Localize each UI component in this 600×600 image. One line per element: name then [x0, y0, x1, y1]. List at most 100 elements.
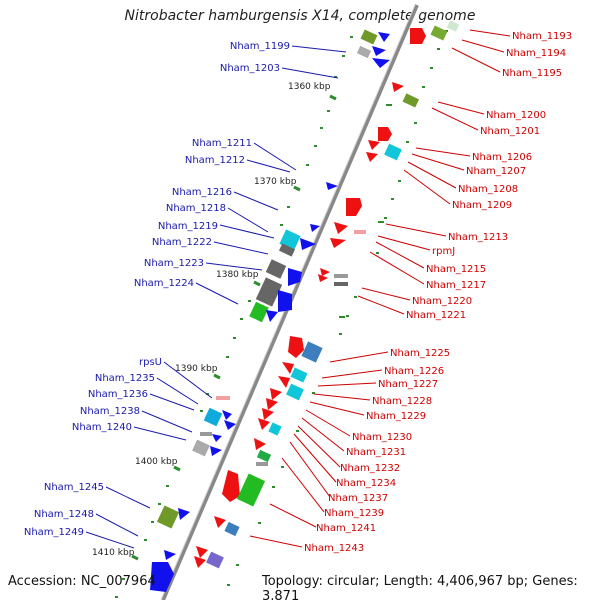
- gene-arrow[interactable]: [210, 446, 222, 456]
- gene-label[interactable]: Nham_1216: [172, 187, 232, 198]
- gene-arrow[interactable]: [378, 127, 392, 141]
- gene-block[interactable]: [334, 282, 348, 286]
- gene-arrow[interactable]: [222, 410, 232, 420]
- gene-label[interactable]: Nham_1218: [166, 203, 226, 214]
- gene-block[interactable]: [203, 407, 223, 427]
- gene-block[interactable]: [206, 551, 224, 569]
- gene-block[interactable]: [430, 25, 448, 41]
- gene-arrow[interactable]: [392, 82, 404, 92]
- gene-block[interactable]: [265, 259, 287, 279]
- gene-arrow[interactable]: [372, 46, 386, 56]
- gene-arrow[interactable]: [326, 182, 338, 190]
- gene-arrow[interactable]: [318, 274, 328, 282]
- gene-label[interactable]: Nham_1199: [230, 41, 290, 52]
- gene-arrow[interactable]: [378, 32, 390, 42]
- gene-label[interactable]: Nham_1221: [406, 310, 466, 321]
- gene-arrow[interactable]: [150, 562, 174, 592]
- gene-label[interactable]: Nham_1203: [220, 63, 280, 74]
- gene-arrow[interactable]: [410, 28, 426, 44]
- gene-block[interactable]: [156, 505, 180, 529]
- gene-label[interactable]: Nham_1223: [144, 258, 204, 269]
- gene-label[interactable]: Nham_1193: [512, 31, 572, 42]
- gene-arrow[interactable]: [310, 224, 320, 232]
- gene-label[interactable]: Nham_1206: [472, 152, 532, 163]
- gene-arrow[interactable]: [288, 336, 304, 358]
- gene-block[interactable]: [360, 29, 378, 45]
- gene-label[interactable]: Nham_1217: [426, 280, 486, 291]
- gene-block[interactable]: [402, 93, 420, 108]
- gene-arrow[interactable]: [266, 310, 278, 322]
- gene-label[interactable]: Nham_1201: [480, 126, 540, 137]
- gene-label[interactable]: Nham_1240: [72, 422, 132, 433]
- gene-block[interactable]: [236, 473, 266, 507]
- gene-block[interactable]: [384, 143, 402, 161]
- gene-block[interactable]: [224, 521, 240, 537]
- gene-label[interactable]: Nham_1243: [304, 543, 364, 554]
- gene-arrow[interactable]: [196, 546, 208, 558]
- gene-label[interactable]: rpsU: [139, 357, 162, 368]
- gene-label[interactable]: Nham_1239: [324, 508, 384, 519]
- gene-arrow[interactable]: [278, 376, 290, 388]
- gene-block[interactable]: [216, 396, 230, 400]
- gene-block[interactable]: [268, 422, 282, 436]
- gene-arrow[interactable]: [224, 420, 236, 430]
- gene-label[interactable]: Nham_1235: [95, 373, 155, 384]
- gene-arrow[interactable]: [266, 398, 278, 410]
- gene-label[interactable]: Nham_1227: [378, 379, 438, 390]
- gene-label[interactable]: Nham_1209: [452, 200, 512, 211]
- gene-arrow[interactable]: [346, 198, 362, 216]
- gene-label[interactable]: Nham_1200: [486, 110, 546, 121]
- gene-label[interactable]: Nham_1232: [340, 463, 400, 474]
- gene-label[interactable]: Nham_1248: [34, 509, 94, 520]
- gene-label[interactable]: Nham_1222: [152, 237, 212, 248]
- gene-arrow[interactable]: [178, 508, 190, 520]
- gene-block[interactable]: [354, 230, 366, 234]
- gene-arrow[interactable]: [262, 408, 274, 420]
- gene-label[interactable]: Nham_1226: [384, 366, 444, 377]
- gene-block[interactable]: [290, 367, 308, 383]
- gene-label[interactable]: Nham_1238: [80, 406, 140, 417]
- gene-arrow[interactable]: [288, 268, 302, 286]
- gene-block[interactable]: [356, 45, 372, 59]
- gene-label[interactable]: Nham_1224: [134, 278, 194, 289]
- gene-arrow[interactable]: [254, 438, 266, 450]
- gene-label[interactable]: Nham_1230: [352, 432, 412, 443]
- gene-arrow[interactable]: [330, 238, 346, 248]
- gene-arrow[interactable]: [258, 418, 270, 430]
- gene-label[interactable]: Nham_1231: [346, 447, 406, 458]
- gene-block[interactable]: [256, 462, 268, 466]
- gene-block[interactable]: [192, 439, 210, 457]
- gene-arrow[interactable]: [334, 222, 348, 234]
- gene-block[interactable]: [256, 449, 272, 463]
- gene-label[interactable]: rpmJ: [432, 246, 455, 257]
- gene-label[interactable]: Nham_1211: [192, 138, 252, 149]
- gene-label[interactable]: Nham_1228: [372, 396, 432, 407]
- gene-arrow[interactable]: [270, 388, 282, 400]
- gene-label[interactable]: Nham_1225: [390, 348, 450, 359]
- gene-label[interactable]: Nham_1213: [448, 232, 508, 243]
- gene-label[interactable]: Nham_1241: [316, 523, 376, 534]
- gene-label[interactable]: Nham_1195: [502, 68, 562, 79]
- gene-label[interactable]: Nham_1220: [412, 296, 472, 307]
- gene-block[interactable]: [301, 341, 323, 363]
- gene-arrow[interactable]: [372, 58, 390, 68]
- gene-block[interactable]: [249, 301, 269, 323]
- gene-block[interactable]: [334, 274, 348, 278]
- gene-label[interactable]: Nham_1245: [44, 482, 104, 493]
- gene-block[interactable]: [446, 20, 460, 32]
- gene-arrow[interactable]: [222, 470, 240, 502]
- gene-arrow[interactable]: [366, 152, 378, 162]
- gene-label[interactable]: Nham_1236: [88, 389, 148, 400]
- gene-arrow[interactable]: [164, 550, 176, 560]
- gene-label[interactable]: Nham_1212: [185, 155, 245, 166]
- gene-block[interactable]: [286, 383, 304, 401]
- gene-arrow[interactable]: [282, 362, 294, 374]
- gene-arrow[interactable]: [194, 556, 206, 568]
- gene-block[interactable]: [255, 277, 283, 307]
- gene-block[interactable]: [200, 432, 212, 436]
- gene-label[interactable]: Nham_1229: [366, 411, 426, 422]
- gene-label[interactable]: Nham_1208: [458, 184, 518, 195]
- gene-arrow[interactable]: [212, 434, 222, 442]
- gene-label[interactable]: Nham_1215: [426, 264, 486, 275]
- gene-label[interactable]: Nham_1234: [336, 478, 396, 489]
